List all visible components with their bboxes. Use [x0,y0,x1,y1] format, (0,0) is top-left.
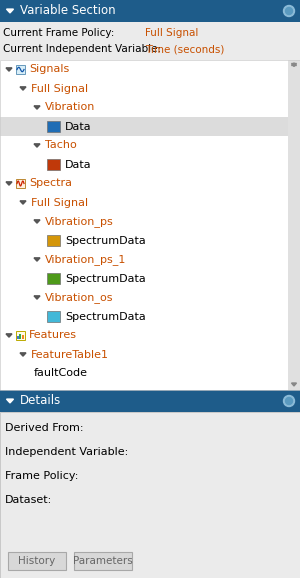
Polygon shape [20,201,26,204]
Text: FeatureTable1: FeatureTable1 [31,350,109,360]
Circle shape [284,6,295,17]
Text: faultCode: faultCode [34,369,88,379]
Text: Current Independent Variable:: Current Independent Variable: [3,45,161,54]
Polygon shape [6,334,12,337]
Bar [47,159,60,170]
Bar [0,412,300,578]
Bar [0,60,300,390]
Text: Current Frame Policy:: Current Frame Policy: [3,28,114,38]
Text: Signals: Signals [29,65,69,75]
Text: Vibration_ps_1: Vibration_ps_1 [45,254,126,265]
Polygon shape [34,144,40,147]
Circle shape [286,8,292,14]
Polygon shape [34,106,40,109]
Bar [0,60,288,390]
Text: Variable Section: Variable Section [20,5,116,17]
Bar [8,552,66,570]
Polygon shape [20,353,26,356]
Text: SpectrumData: SpectrumData [65,273,146,283]
Bar [16,336,19,339]
Bar [47,121,60,132]
Text: Features: Features [29,331,77,340]
Polygon shape [7,399,14,403]
Polygon shape [292,63,296,65]
Text: Parameters: Parameters [73,556,133,566]
Text: Tacho: Tacho [45,140,77,150]
Text: Frame Policy:: Frame Policy: [5,471,78,481]
Bar [0,412,300,578]
Circle shape [286,398,292,405]
Bar [47,311,60,322]
Bar [19,334,21,339]
Bar [0,117,288,136]
Text: Data: Data [65,121,92,132]
Text: SpectrumData: SpectrumData [65,312,146,321]
Polygon shape [34,220,40,223]
Bar [288,60,300,390]
Bar [47,235,60,246]
Polygon shape [292,383,296,386]
Text: Full Signal: Full Signal [145,28,198,38]
Bar [22,335,23,339]
Text: Derived From:: Derived From: [5,423,83,433]
Text: Full Signal: Full Signal [31,198,88,208]
Polygon shape [34,258,40,261]
Text: Vibration: Vibration [45,102,95,113]
Text: Full Signal: Full Signal [31,83,88,94]
Text: Data: Data [65,160,92,169]
Text: Vibration_ps: Vibration_ps [45,216,114,227]
Bar [0,390,300,412]
Polygon shape [292,64,296,66]
Text: History: History [18,556,56,566]
Bar [0,0,300,22]
Polygon shape [34,296,40,299]
Text: Dataset:: Dataset: [5,495,52,505]
Polygon shape [6,68,12,71]
Polygon shape [6,182,12,185]
Bar [0,22,300,60]
Bar [16,179,25,188]
Text: Time (seconds): Time (seconds) [145,45,224,54]
Text: SpectrumData: SpectrumData [65,235,146,246]
Bar [74,552,132,570]
Polygon shape [7,9,14,13]
Text: Spectra: Spectra [29,179,72,188]
Polygon shape [20,87,26,90]
Text: Vibration_os: Vibration_os [45,292,113,303]
Text: Independent Variable:: Independent Variable: [5,447,128,457]
Bar [47,273,60,284]
Text: Details: Details [20,395,61,407]
Circle shape [284,395,295,406]
Bar [16,331,25,340]
Bar [16,65,25,74]
